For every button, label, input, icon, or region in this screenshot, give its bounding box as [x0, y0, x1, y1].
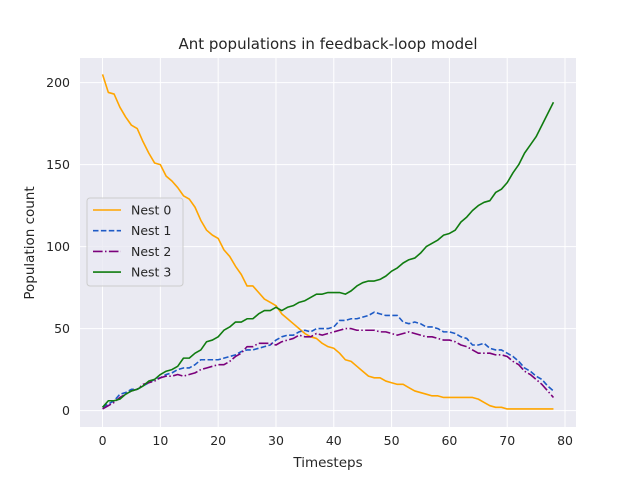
x-tick-label: 50	[384, 433, 400, 448]
x-tick-label: 10	[152, 433, 168, 448]
series-line-2	[102, 327, 555, 410]
series-line-0	[101, 74, 554, 410]
legend-box	[86, 197, 184, 287]
y-tick-label: 100	[46, 239, 70, 254]
y-axis-label: Population count	[22, 186, 38, 299]
y-tick-label: 150	[46, 157, 70, 172]
x-tick-label: 70	[499, 433, 515, 448]
x-tick-label: 0	[99, 433, 107, 448]
legend-label: Nest 2	[131, 244, 171, 259]
x-tick-labels: 0 10 20 30 40 50 60 70 80	[99, 433, 573, 448]
series-lines	[101, 74, 555, 410]
legend-label: Nest 3	[131, 265, 171, 280]
x-tick-label: 40	[326, 433, 342, 448]
legend: Nest 0 Nest 1 Nest 2 Nest 3	[86, 197, 184, 287]
series-line-3	[101, 101, 555, 408]
x-tick-label: 60	[441, 433, 457, 448]
y-tick-label: 0	[62, 403, 70, 418]
y-tick-label: 50	[54, 321, 70, 336]
legend-label: Nest 1	[131, 223, 171, 238]
x-tick-label: 80	[557, 433, 573, 448]
y-tick-labels: 0 50 100 150 200	[46, 75, 70, 418]
x-axis-label: Timesteps	[292, 455, 362, 471]
series-line-1	[102, 311, 554, 409]
x-tick-label: 20	[210, 433, 226, 448]
chart-title: Ant populations in feedback-loop model	[178, 35, 477, 53]
y-tick-label: 200	[46, 75, 70, 90]
legend-label: Nest 0	[131, 203, 171, 218]
x-tick-label: 30	[268, 433, 284, 448]
